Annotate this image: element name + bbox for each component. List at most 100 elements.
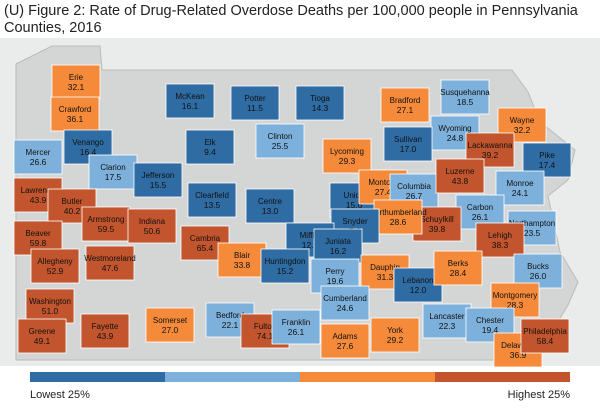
- county: [85, 245, 135, 281]
- county-value: 59.8: [30, 238, 47, 248]
- county-name: Centre: [258, 197, 283, 206]
- county-value: 12.0: [410, 285, 427, 295]
- county-value: 27.6: [337, 341, 354, 351]
- county: [370, 317, 420, 353]
- county-name: Clinton: [268, 132, 293, 141]
- county: [185, 129, 235, 165]
- county-value: 16.2: [330, 246, 347, 256]
- county: [433, 250, 483, 286]
- county: [165, 83, 215, 119]
- county-name: Susquehanna: [440, 88, 490, 97]
- county: [187, 182, 237, 218]
- county: [440, 79, 490, 115]
- county-value: 50.6: [144, 226, 161, 236]
- county-name: Carbon: [467, 203, 493, 212]
- county-name: Union: [344, 191, 365, 200]
- county-name: Greene: [29, 327, 56, 336]
- legend-swatch: [435, 372, 570, 382]
- county-value: 15.6: [346, 200, 363, 210]
- county: [51, 64, 101, 100]
- county-name: Venango: [72, 138, 104, 147]
- county: [245, 188, 295, 224]
- county-value: 28.4: [450, 268, 467, 278]
- county-value: 38.3: [492, 240, 509, 250]
- county: [373, 199, 423, 235]
- legend: Lowest 25% Highest 25%: [30, 372, 570, 401]
- county-value: 24.6: [337, 303, 354, 313]
- county-name: Pike: [539, 151, 555, 160]
- county: [25, 288, 75, 324]
- county-value: 43.9: [97, 331, 114, 341]
- county-name: Columbia: [397, 182, 431, 191]
- county-name: Blair: [234, 251, 250, 260]
- county-name: Bedford: [216, 311, 244, 320]
- county-name: Cumberland: [323, 294, 367, 303]
- county-value: 18.5: [457, 97, 474, 107]
- county-value: 16.4: [80, 147, 97, 157]
- figure-title: (U) Figure 2: Rate of Drug-Related Overd…: [4, 3, 578, 36]
- county-value: 15.2: [277, 266, 294, 276]
- county-value: 17.5: [105, 172, 122, 182]
- county: [313, 228, 363, 264]
- county-value: 28.6: [390, 217, 407, 227]
- county: [520, 318, 570, 354]
- county-value: 11.5: [247, 103, 263, 113]
- county-value: 27.0: [162, 325, 179, 335]
- county-value: 36.9: [510, 350, 527, 360]
- county-name: Northumberland: [369, 208, 426, 217]
- county-value: 22.1: [222, 320, 239, 330]
- county-value: 52.9: [47, 266, 64, 276]
- legend-high-label: Highest 25%: [508, 389, 571, 401]
- county-value: 43.8: [452, 176, 469, 186]
- county-value: 24.8: [447, 133, 464, 143]
- county: [295, 85, 345, 121]
- county-value: 74.1: [257, 331, 274, 341]
- county-value: 12.9: [302, 240, 319, 250]
- county-name: Erie: [69, 73, 84, 82]
- county-value: 13.5: [204, 200, 221, 210]
- county-name: Montgomery: [493, 291, 537, 300]
- county-name: Fulton: [254, 322, 276, 331]
- county: [320, 285, 370, 321]
- county-name: Philadelphia: [523, 327, 567, 336]
- county-value: 33.8: [234, 260, 251, 270]
- county-value: 43.9: [30, 195, 47, 205]
- county-value: 24.1: [512, 188, 529, 198]
- county-value: 28.3: [507, 300, 524, 310]
- county-value: 26.6: [30, 157, 47, 167]
- county-value: 59.5: [98, 224, 115, 234]
- county-value: 14.3: [312, 103, 329, 113]
- county-value: 36.1: [67, 114, 84, 124]
- counties: Erie32.1Crawford36.1Mercer26.6Venango16.…: [13, 64, 572, 368]
- county-value: 13.0: [262, 206, 279, 216]
- county-value: 26.1: [472, 212, 489, 222]
- county: [255, 123, 305, 159]
- county-name: Elk: [204, 138, 216, 147]
- county-name: Fayette: [92, 322, 119, 331]
- county-name: York: [387, 326, 404, 335]
- county-value: 51.0: [42, 306, 59, 316]
- county-value: 26.7: [406, 191, 423, 201]
- county-value: 16.1: [182, 101, 199, 111]
- county-name: Sullivan: [394, 135, 422, 144]
- county-name: Juniata: [325, 237, 351, 246]
- county: [50, 96, 100, 132]
- county-name: Wyoming: [438, 124, 471, 133]
- county-name: Lycoming: [330, 147, 364, 156]
- county: [380, 87, 430, 123]
- county-name: Wayne: [510, 116, 535, 125]
- county-name: Huntingdon: [265, 257, 306, 266]
- county-value: 19.6: [327, 276, 344, 286]
- legend-swatch: [165, 372, 300, 382]
- county-name: Jefferson: [142, 171, 175, 180]
- county-name: Mercer: [26, 148, 51, 157]
- county: [322, 138, 372, 174]
- county-value: 27.4: [375, 187, 392, 197]
- county: [80, 313, 130, 349]
- county-value: 17.4: [539, 160, 556, 170]
- county-name: Chester: [476, 316, 504, 325]
- county-name: Bradford: [390, 96, 421, 105]
- county-name: Lehigh: [488, 231, 512, 240]
